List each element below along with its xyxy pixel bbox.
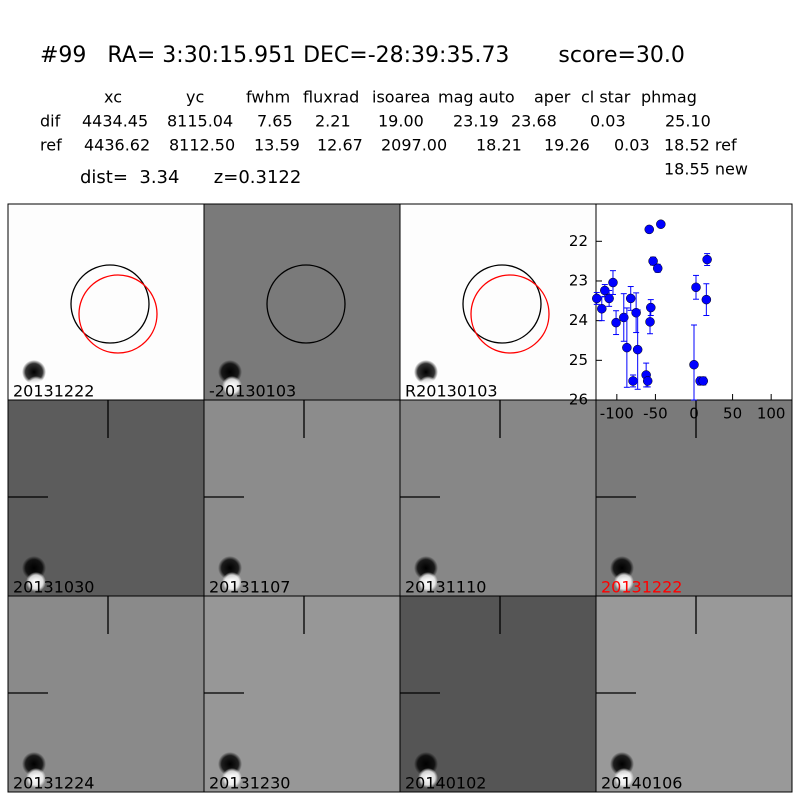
table-cell: 8112.50	[169, 136, 235, 155]
point	[597, 303, 607, 314]
column-header: isoarea	[372, 88, 430, 107]
table-cell: 2.21	[315, 112, 351, 131]
point	[689, 359, 699, 370]
stamp-label: 20131224	[13, 774, 94, 793]
point	[619, 312, 629, 323]
point	[625, 293, 636, 304]
point	[648, 256, 658, 266]
point	[642, 376, 653, 386]
point	[592, 293, 602, 304]
dipole-light	[26, 768, 46, 788]
dist: dist= 3.34 z=0.3122	[80, 167, 301, 188]
dipole-light	[222, 376, 242, 396]
aperture-ref	[78, 274, 158, 354]
y-tick-label: 23	[569, 271, 588, 289]
point	[604, 293, 614, 304]
stamp-label: -20130103	[209, 382, 296, 401]
point	[632, 344, 643, 355]
column-header: fluxrad	[303, 88, 359, 107]
point	[622, 342, 632, 353]
table-cell: 18.52 ref	[664, 136, 737, 155]
table-cell: 4434.45	[82, 112, 148, 131]
point	[698, 376, 709, 386]
point	[628, 376, 638, 386]
table-cell: 19.26	[544, 136, 590, 155]
point	[702, 254, 712, 265]
aperture	[266, 264, 346, 344]
table-cell: 19.00	[378, 112, 424, 131]
table-cell: 7.65	[257, 112, 293, 131]
point	[645, 317, 655, 327]
stamp-label: 20131230	[209, 774, 290, 793]
column-header: fwhm	[246, 88, 290, 107]
table-cell: 23.19	[453, 112, 499, 131]
table-cell: 0.03	[590, 112, 626, 131]
dipole-light	[222, 572, 242, 592]
x-tick-label: -50	[643, 405, 668, 423]
point	[646, 302, 656, 313]
point	[611, 317, 621, 328]
table-cell: 25.10	[665, 112, 711, 131]
dipole-light	[614, 768, 634, 788]
y-tick-label: 22	[569, 232, 588, 250]
table-cell: dif	[40, 112, 61, 131]
title: #99 RA= 3:30:15.951 DEC=-28:39:35.73 sco…	[40, 43, 685, 68]
point	[644, 224, 654, 235]
table-cell: 18.21	[476, 136, 522, 155]
stamp-label: 20131107	[209, 578, 290, 597]
stamp-label: 20140106	[601, 774, 682, 793]
dipole-light	[614, 572, 634, 592]
column-header: cl star	[581, 88, 631, 107]
point	[652, 263, 663, 274]
column-header: aper	[534, 88, 571, 107]
x-tick-label: 50	[723, 405, 742, 423]
column-header: mag auto	[438, 88, 515, 107]
stamp-label: R20130103	[405, 382, 498, 401]
stamp-label: 20140102	[405, 774, 486, 793]
aperture	[462, 264, 542, 344]
table-cell: ref	[40, 136, 62, 155]
extra: 18.55 new	[664, 160, 748, 179]
table-cell: 4436.62	[84, 136, 150, 155]
table-cell: 12.67	[317, 136, 363, 155]
column-header: yc	[186, 88, 204, 107]
table-cell: 2097.00	[381, 136, 447, 155]
aperture-ref	[470, 274, 550, 354]
x-tick-label: 0	[689, 405, 699, 423]
x-tick-label: 100	[757, 405, 786, 423]
point	[631, 307, 641, 318]
x-tick-label: -100	[600, 405, 634, 423]
column-header: phmag	[641, 88, 697, 107]
table-cell: 0.03	[614, 136, 650, 155]
point	[608, 277, 618, 288]
table-cell: 8115.04	[167, 112, 233, 131]
stamp-label: 20131222	[13, 382, 94, 401]
dipole-light	[26, 376, 46, 396]
dipole-light	[418, 376, 438, 396]
stamp-label: 20131030	[13, 578, 94, 597]
stamp-label: 20131222	[601, 578, 682, 597]
stamp-label: 20131110	[405, 578, 486, 597]
point	[656, 219, 666, 229]
dipole-light	[418, 768, 438, 788]
point	[691, 282, 701, 293]
table-cell: 13.59	[254, 136, 300, 155]
dipole-light	[26, 572, 46, 592]
y-tick-label: 25	[569, 351, 588, 369]
table-cell: 23.68	[511, 112, 557, 131]
aperture	[70, 264, 150, 344]
point	[701, 294, 712, 305]
dipole-light	[418, 572, 438, 592]
y-tick-label: 24	[569, 311, 588, 329]
dipole-light	[222, 768, 242, 788]
y-tick-label: 26	[569, 391, 588, 409]
column-header: xc	[104, 88, 122, 107]
